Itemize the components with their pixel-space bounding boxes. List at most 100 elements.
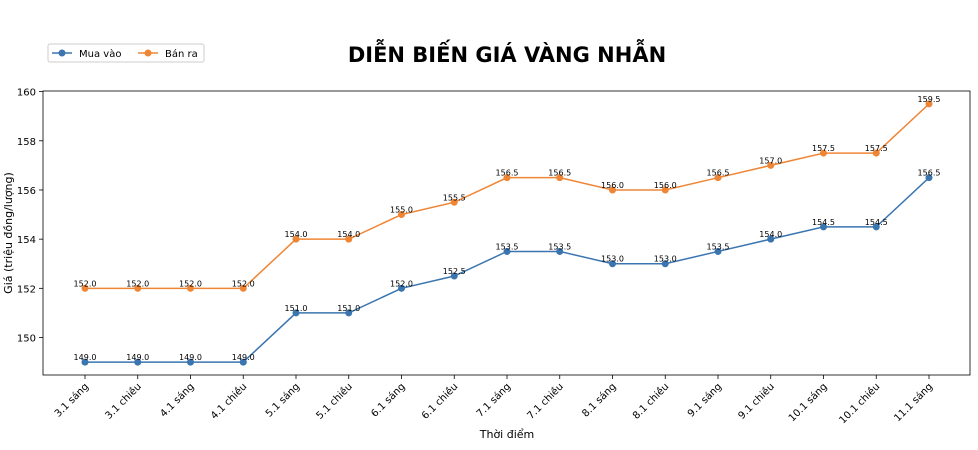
- data-point: [239, 284, 247, 292]
- y-tick-label: 156: [17, 186, 36, 197]
- x-tick-label: 8.1 sáng: [580, 381, 619, 420]
- data-point: [767, 161, 775, 169]
- data-label: 152.0: [232, 279, 255, 288]
- data-label: 156.0: [601, 181, 624, 190]
- x-tick-label: 4.1 chiều: [208, 381, 249, 422]
- data-point: [503, 174, 511, 182]
- legend: Mua vào Bán ra: [47, 43, 205, 63]
- data-point: [609, 186, 616, 194]
- x-tick-label: 3.1 sáng: [52, 381, 91, 420]
- data-label: 153.0: [601, 255, 624, 264]
- y-tick-label: 158: [17, 137, 36, 148]
- x-tick-label: 6.1 chiều: [419, 381, 460, 422]
- x-tick-label: 6.1 sáng: [369, 381, 408, 420]
- series-line: [85, 177, 930, 363]
- data-point: [767, 235, 775, 243]
- x-tick-label: 10.1 chiều: [837, 381, 883, 427]
- data-point: [450, 272, 458, 280]
- x-tick-label: 7.1 sáng: [474, 381, 513, 420]
- data-label: 152.0: [390, 279, 413, 288]
- data-label: 156.5: [496, 169, 519, 178]
- data-label: 151.0: [337, 304, 360, 313]
- data-label: 151.0: [285, 304, 308, 313]
- data-label: 157.5: [865, 144, 888, 153]
- data-point: [820, 149, 827, 157]
- data-label: 154.0: [285, 230, 308, 239]
- data-label: 152.5: [443, 267, 466, 276]
- data-label: 153.0: [654, 255, 677, 264]
- data-point: [503, 247, 511, 255]
- legend-marker: [144, 49, 152, 57]
- x-tick-label: 9.1 chiều: [736, 381, 777, 422]
- data-label: 154.0: [337, 230, 360, 239]
- x-tick-label: 8.1 chiều: [630, 381, 671, 422]
- legend-label: Mua vào: [79, 48, 121, 60]
- data-point: [187, 358, 194, 366]
- data-point: [556, 247, 564, 255]
- data-point: [872, 149, 880, 157]
- data-label: 149.0: [179, 353, 202, 362]
- x-tick-label: 3.1 chiều: [103, 381, 144, 422]
- data-point: [872, 223, 880, 231]
- data-point: [820, 223, 827, 231]
- y-tick-label: 154: [17, 235, 36, 246]
- data-point: [134, 284, 142, 292]
- data-label: 149.0: [74, 353, 97, 362]
- data-point: [925, 100, 933, 108]
- data-label: 155.5: [443, 193, 466, 202]
- data-label: 156.0: [654, 181, 677, 190]
- data-label: 153.5: [707, 242, 730, 251]
- x-tick-label: 7.1 chiều: [525, 381, 566, 422]
- data-point: [345, 309, 353, 317]
- data-label: 153.5: [496, 242, 519, 251]
- legend-box: [47, 43, 205, 63]
- x-tick-label: 5.1 sáng: [263, 381, 302, 420]
- data-label: 149.0: [232, 353, 255, 362]
- data-point: [81, 284, 89, 292]
- x-axis-label: Thời điểm: [479, 428, 535, 441]
- legend-marker: [58, 49, 66, 57]
- data-label: 152.0: [126, 279, 149, 288]
- data-label: 155.0: [390, 206, 413, 215]
- x-tick-label: 11.1 sáng: [892, 381, 935, 424]
- series-line: [85, 103, 930, 290]
- data-point: [239, 358, 247, 366]
- data-point: [345, 235, 353, 243]
- data-point: [134, 358, 142, 366]
- y-tick-label: 152: [17, 284, 36, 295]
- data-point: [187, 284, 194, 292]
- data-point: [398, 211, 405, 219]
- plot-frame: [42, 90, 971, 376]
- chart-title: DIỄN BIẾN GIÁ VÀNG NHẪN: [348, 39, 666, 67]
- data-label: 153.5: [548, 242, 571, 251]
- data-label: 154.0: [759, 230, 782, 239]
- data-point: [292, 309, 300, 317]
- x-tick-label: 9.1 sáng: [685, 381, 724, 420]
- data-point: [661, 186, 669, 194]
- data-label: 149.0: [126, 353, 149, 362]
- data-label: 154.5: [812, 218, 835, 227]
- data-label: 156.5: [707, 169, 730, 178]
- x-tick-label: 10.1 sáng: [786, 381, 829, 424]
- data-point: [556, 174, 564, 182]
- y-axis-label: Giá (triệu đồng/lượng): [2, 172, 15, 294]
- data-label: 152.0: [74, 279, 97, 288]
- data-point: [81, 358, 89, 366]
- data-point: [714, 174, 722, 182]
- data-point: [609, 260, 616, 268]
- data-label: 156.5: [918, 169, 941, 178]
- data-label: 156.5: [548, 169, 571, 178]
- data-point: [661, 260, 669, 268]
- data-label: 154.5: [865, 218, 888, 227]
- data-point: [398, 284, 405, 292]
- y-tick-label: 150: [17, 334, 36, 345]
- data-label: 157.0: [759, 156, 782, 165]
- x-tick-label: 4.1 sáng: [158, 381, 197, 420]
- data-label: 159.5: [918, 95, 941, 104]
- data-label: 152.0: [179, 279, 202, 288]
- data-point: [292, 235, 300, 243]
- data-point: [925, 174, 933, 182]
- data-label: 157.5: [812, 144, 835, 153]
- data-point: [450, 198, 458, 206]
